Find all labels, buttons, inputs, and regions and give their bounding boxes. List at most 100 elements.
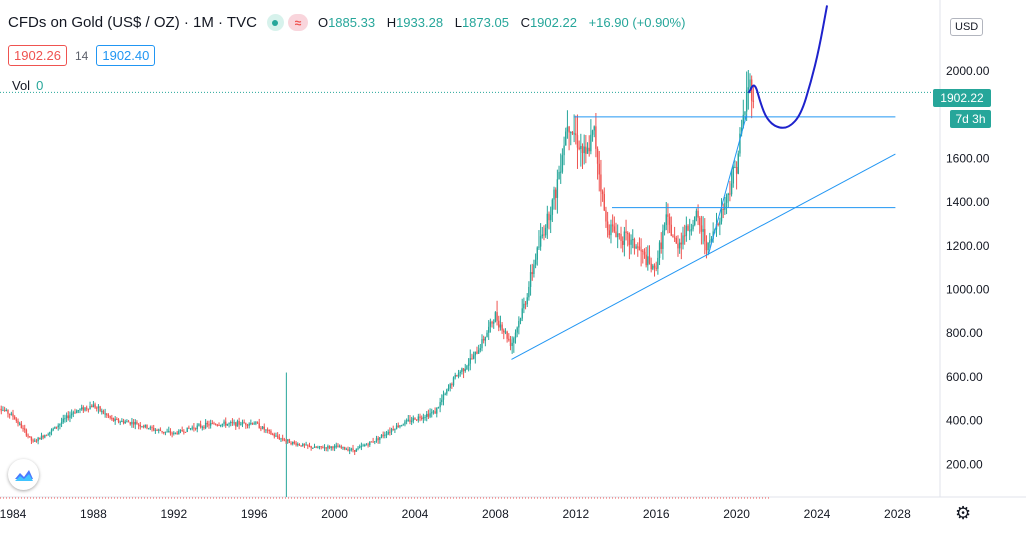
candle-body (375, 438, 378, 442)
candle-body (280, 438, 282, 440)
candle-body (504, 331, 507, 333)
candle-body (176, 432, 178, 435)
candle-body (80, 407, 83, 410)
buy-price-button[interactable]: 1902.40 (96, 45, 156, 66)
candle-body (199, 424, 202, 427)
candle-body (695, 210, 698, 217)
candle-body (374, 441, 376, 443)
candle-body (122, 420, 125, 424)
candle-body (174, 432, 177, 434)
candle-body (154, 429, 157, 431)
candle-body (137, 424, 140, 426)
candle-body (494, 312, 497, 323)
candle-body (149, 427, 152, 429)
candle-body (89, 406, 91, 410)
high-value: 1933.28 (396, 15, 444, 30)
candle-body (744, 111, 746, 115)
candle-body (206, 422, 208, 425)
candle-body (179, 430, 182, 432)
candle-body (245, 423, 247, 425)
candle-body (737, 153, 739, 174)
close-value: 1902.22 (529, 15, 577, 30)
candle-body (318, 446, 321, 448)
candle-body (173, 432, 175, 434)
candle-body (151, 427, 153, 429)
candle-body (739, 133, 741, 154)
candle-body (171, 433, 173, 435)
candle-body (86, 407, 88, 409)
candle-body (394, 429, 396, 431)
candle-body (672, 235, 674, 238)
candle-body (496, 312, 498, 321)
last-price-tag: 1902.22 (933, 89, 991, 107)
gear-icon[interactable]: ⚙ (955, 503, 972, 523)
candle-body (343, 447, 346, 450)
candle-body (214, 424, 217, 426)
candles-group (0, 69, 755, 456)
candle-body (551, 199, 554, 215)
candle-body (561, 155, 564, 172)
dot-icon[interactable] (266, 14, 284, 31)
candle-body (573, 133, 575, 135)
candle-body (52, 428, 54, 430)
candle-body (498, 320, 500, 328)
candle-body (345, 449, 348, 451)
tradingview-logo-icon[interactable] (8, 459, 39, 490)
candle-body (209, 423, 212, 426)
y-tick-label: 400.00 (946, 414, 983, 428)
candle-body (354, 450, 356, 452)
candle-body (357, 447, 359, 449)
x-tick-label: 1984 (0, 507, 27, 521)
candle-body (315, 446, 317, 448)
candle-body (308, 445, 311, 447)
candle-body (235, 422, 237, 427)
candle-body (560, 171, 562, 173)
y-tick-label: 2000.00 (946, 64, 990, 78)
candle-body (610, 224, 612, 236)
candle-body (10, 413, 13, 415)
candle-body (47, 434, 49, 436)
y-tick-label: 800.00 (946, 326, 983, 340)
candle-body (380, 434, 383, 438)
candle-body (77, 410, 80, 412)
candle-body (307, 444, 309, 446)
candle-body (668, 216, 671, 225)
candle-body (7, 409, 9, 414)
candle-body (106, 413, 108, 416)
candle-body (134, 422, 136, 425)
candle-body (486, 332, 488, 338)
candle-body (385, 434, 388, 436)
candle-body (59, 423, 61, 426)
candle-body (84, 407, 86, 411)
candle-body (359, 446, 361, 448)
candle-body (593, 126, 595, 131)
candle-body (233, 422, 235, 424)
x-tick-label: 1992 (160, 507, 187, 521)
candle-body (400, 425, 403, 427)
candle-body (429, 413, 431, 417)
currency-button[interactable]: USD (950, 18, 984, 36)
candle-body (489, 321, 492, 327)
candle-body (613, 226, 616, 232)
spread-value: 14 (75, 48, 89, 63)
candle-body (620, 233, 622, 241)
candle-body (742, 114, 744, 128)
candle-body (655, 267, 657, 269)
candle-body (300, 445, 302, 447)
candle-body (588, 147, 590, 152)
candle-body (60, 422, 63, 424)
candle-body (342, 447, 344, 449)
candle-body (745, 89, 748, 112)
candle-body (203, 426, 205, 429)
candle-body (131, 421, 133, 425)
candle-body (223, 421, 225, 424)
sell-price-button[interactable]: 1902.26 (8, 45, 67, 66)
candle-body (538, 246, 540, 248)
candle-body (647, 256, 649, 266)
wave-icon[interactable]: ≈ (287, 14, 308, 31)
candle-body (370, 441, 373, 443)
candle-body (158, 429, 160, 431)
candle-body (30, 436, 33, 441)
candle-body (633, 239, 636, 249)
